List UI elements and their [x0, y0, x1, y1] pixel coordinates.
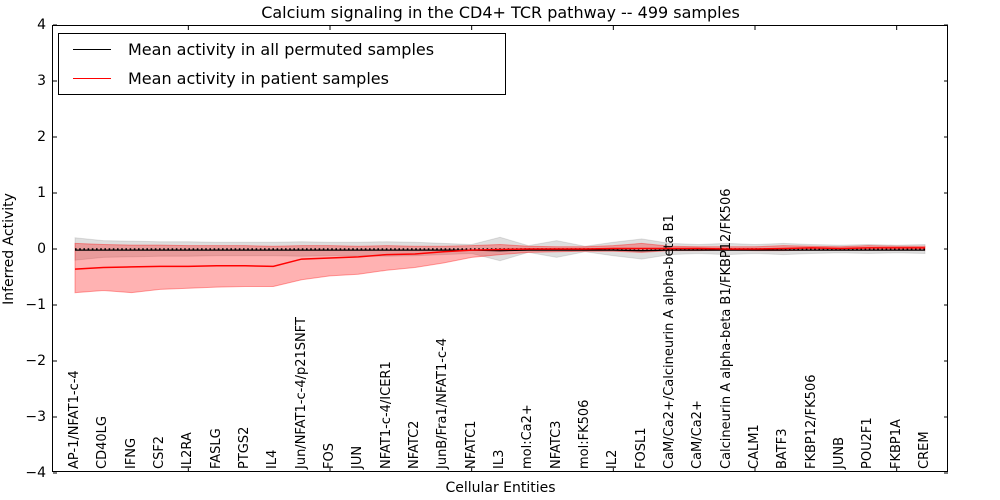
x-category-label: CaM/Ca2+: [690, 400, 706, 469]
y-tick-label: 3: [37, 73, 46, 89]
y-tick-label: 4: [37, 17, 46, 33]
x-category-label: IL4: [265, 449, 281, 469]
x-category-label: IL2: [605, 449, 621, 469]
x-category-label: JunB/Fra1/NFAT1-c-4: [435, 337, 451, 469]
y-tick-label: 1: [37, 185, 46, 201]
x-category-label: IL2RA: [180, 432, 196, 469]
y-tick-label: −2: [25, 353, 46, 369]
x-category-label: CaM/Ca2+/Calcineurin A alpha-beta B1: [662, 214, 677, 469]
x-category-label: POU2F1: [860, 417, 876, 469]
y-tick-label: 2: [37, 129, 46, 145]
x-category-label: mol:FK506: [577, 399, 592, 469]
x-category-label: PTGS2: [237, 426, 252, 469]
x-category-label: mol:Ca2+: [520, 404, 536, 469]
x-category-label: FOSL1: [633, 427, 649, 469]
x-category-label: CSF2: [152, 435, 167, 469]
legend-item-patient: Mean activity in patient samples: [59, 64, 505, 93]
legend-item-permuted: Mean activity in all permuted samples: [59, 35, 505, 64]
x-category-label: Jun/NFAT1-c-4/p21SNFT: [293, 317, 309, 469]
permuted-mean-line: [75, 249, 925, 252]
red-line-sample-icon: [73, 78, 111, 79]
legend-label: Mean activity in patient samples: [128, 68, 389, 88]
x-category-label: FOS: [322, 443, 337, 469]
x-category-label: FKBP1A: [888, 419, 904, 469]
patient-mean-line: [74, 247, 925, 270]
plot-frame: [52, 25, 948, 472]
x-category-label: BATF3: [775, 428, 791, 470]
y-tick-label: −3: [25, 409, 46, 425]
x-category-label: IFNG: [123, 437, 139, 469]
x-category-label: FASLG: [208, 428, 224, 469]
black-line-sample-icon: [73, 49, 111, 50]
chart-title: Calcium signaling in the CD4+ TCR pathwa…: [261, 3, 740, 22]
x-category-label: CREM: [917, 431, 932, 469]
x-category-label: NFATC2: [407, 420, 422, 469]
y-tick-label: 0: [37, 241, 46, 257]
x-category-label: NFATC3: [548, 420, 564, 469]
y-tick-label: −4: [25, 465, 46, 481]
x-axis-label: Cellular Entities: [445, 480, 556, 496]
legend: Mean activity in all permuted samples Me…: [58, 33, 506, 95]
legend-label: Mean activity in all permuted samples: [128, 39, 435, 59]
x-category-label: AP-1/NFAT1-c-4: [67, 370, 82, 469]
x-category-label: JUNB: [832, 437, 847, 469]
x-category-label: IL3: [492, 449, 507, 469]
x-category-label: JUN: [350, 445, 366, 469]
x-category-label: CALM1: [747, 424, 762, 469]
x-category-label: Calcineurin A alpha-beta B1/FKBP12/FK506: [718, 188, 734, 469]
y-tick-label: −1: [25, 297, 46, 313]
x-category-label: NFAT1-c-4/ICER1: [378, 361, 394, 469]
x-category-label: FKBP12/FK506: [803, 374, 819, 470]
x-category-label: NFATC1: [463, 420, 479, 469]
x-category-label: CD40LG: [95, 416, 111, 469]
